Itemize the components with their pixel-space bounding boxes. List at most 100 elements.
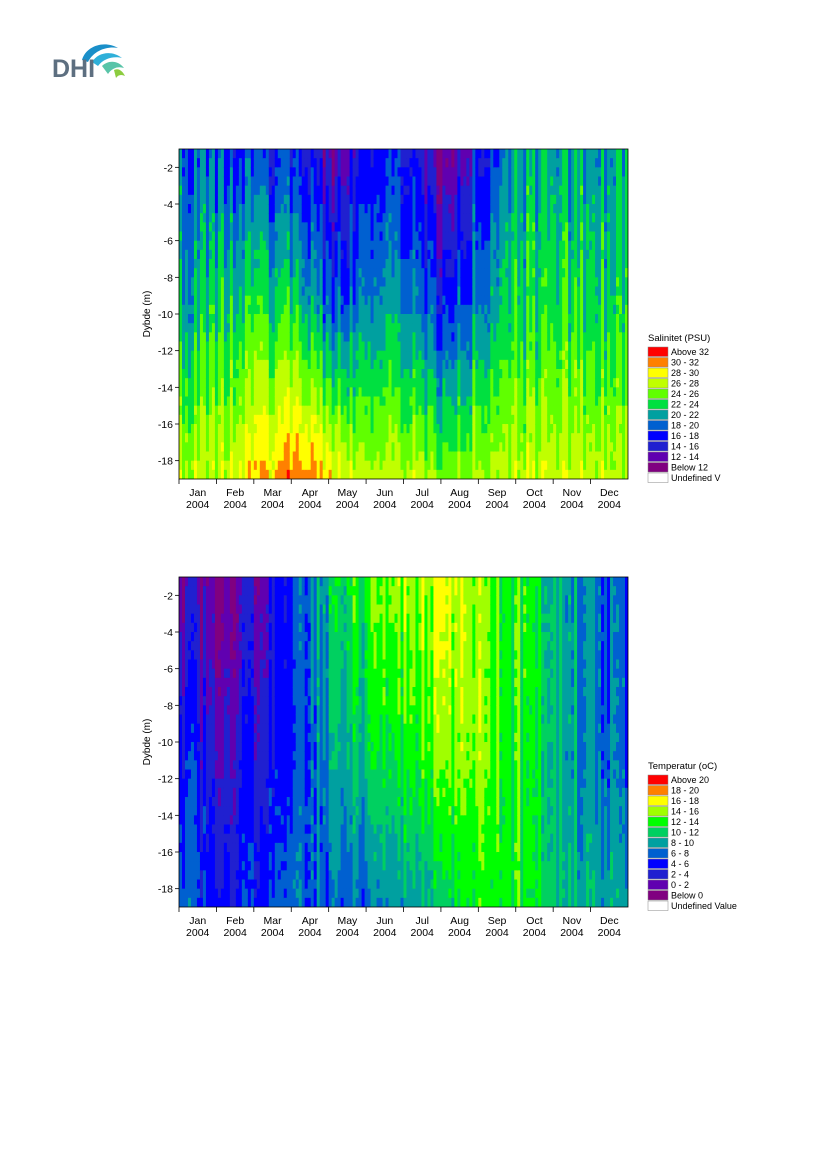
heatmap-cell — [532, 231, 536, 242]
heatmap-cell — [505, 286, 509, 297]
heatmap-cell — [259, 295, 264, 306]
heatmap-cell — [259, 268, 264, 278]
heatmap-cell — [382, 158, 387, 168]
heatmap-cell — [415, 194, 420, 205]
heatmap-cell — [370, 369, 375, 379]
heatmap-cell — [292, 451, 297, 462]
heatmap-cell — [325, 176, 330, 187]
heatmap-cell — [181, 369, 186, 379]
heatmap-cell — [463, 369, 467, 379]
heatmap-cell — [577, 369, 581, 379]
heatmap-cell — [577, 341, 581, 352]
heatmap-cell — [406, 231, 411, 242]
heatmap-cell — [460, 149, 464, 159]
heatmap-cell — [415, 359, 420, 370]
heatmap-cell — [466, 378, 470, 388]
heatmap-cell — [313, 222, 318, 233]
heatmap-cell — [274, 378, 279, 388]
heatmap-cell — [187, 194, 192, 205]
heatmap-cell — [265, 176, 270, 187]
heatmap-cell — [373, 424, 378, 434]
heatmap-cell — [220, 396, 225, 407]
heatmap-cell — [358, 332, 363, 343]
heatmap-cell — [346, 414, 351, 425]
heatmap-cell — [580, 149, 584, 159]
heatmap-cell — [286, 424, 291, 434]
heatmap-cell — [412, 350, 417, 361]
heatmap-cell — [556, 167, 560, 178]
heatmap-cell — [295, 149, 300, 159]
heatmap-cell — [304, 295, 309, 306]
heatmap-cell — [364, 149, 369, 159]
heatmap-cell — [484, 268, 488, 278]
heatmap-cell — [559, 424, 563, 434]
heatmap-cell — [301, 442, 306, 453]
heatmap-cell — [406, 332, 411, 343]
heatmap-cell — [535, 149, 539, 159]
heatmap-cell — [313, 167, 318, 178]
heatmap-cell — [499, 194, 503, 205]
heatmap-cell — [424, 213, 429, 223]
heatmap-cell — [202, 350, 207, 361]
heatmap-cell — [415, 405, 420, 416]
heatmap-cell — [223, 268, 228, 278]
heatmap-cell — [451, 240, 455, 251]
heatmap-cell — [376, 158, 381, 168]
heatmap-cell — [208, 442, 213, 453]
heatmap-cell — [271, 286, 276, 297]
heatmap-cell — [520, 176, 524, 187]
heatmap-cell — [301, 341, 306, 352]
heatmap-cell — [226, 341, 231, 352]
heatmap-cell — [418, 231, 423, 242]
heatmap-cell — [433, 295, 438, 306]
heatmap-cell — [445, 149, 449, 159]
heatmap-cell — [202, 314, 207, 324]
heatmap-cell — [199, 323, 204, 333]
heatmap-cell — [415, 213, 420, 223]
heatmap-cell — [502, 194, 506, 205]
heatmap-cell — [415, 158, 420, 168]
heatmap-cell — [472, 158, 476, 168]
heatmap-cell — [568, 176, 572, 187]
heatmap-cell — [499, 167, 503, 178]
heatmap-cell — [334, 387, 339, 398]
heatmap-cell — [268, 323, 273, 333]
heatmap-cell — [361, 405, 366, 416]
heatmap-cell — [196, 314, 201, 324]
heatmap-cell — [481, 194, 485, 205]
heatmap-cell — [358, 158, 363, 168]
heatmap-cell — [454, 231, 458, 242]
heatmap-cell — [511, 405, 515, 416]
heatmap-cell — [460, 424, 464, 434]
heatmap-cell — [289, 167, 294, 178]
heatmap-cell — [241, 350, 246, 361]
heatmap-cell — [211, 405, 216, 416]
heatmap-cell — [244, 460, 249, 471]
heatmap-cell — [466, 231, 470, 242]
heatmap-cell — [406, 396, 411, 407]
heatmap-cell — [238, 378, 243, 388]
heatmap-cell — [247, 414, 252, 425]
heatmap-cell — [316, 350, 321, 361]
heatmap-cell — [520, 369, 524, 379]
heatmap-cell — [565, 286, 569, 297]
heatmap-cell — [508, 268, 512, 278]
heatmap-cell — [541, 460, 545, 471]
heatmap-cell — [316, 314, 321, 324]
heatmap-cell — [184, 286, 189, 297]
heatmap-cell — [445, 249, 449, 260]
heatmap-cell — [313, 176, 318, 187]
heatmap-cell — [286, 268, 291, 278]
heatmap-cell — [370, 158, 375, 168]
heatmap-cell — [361, 149, 366, 159]
heatmap-cell — [217, 149, 222, 159]
heatmap-cell — [304, 240, 309, 251]
heatmap-cell — [481, 222, 485, 233]
heatmap-cell — [370, 469, 375, 479]
heatmap-cell — [514, 268, 518, 278]
heatmap-cell — [208, 213, 213, 223]
heatmap-cell — [337, 231, 342, 242]
heatmap-cell — [448, 213, 452, 223]
heatmap-cell — [448, 378, 452, 388]
heatmap-cell — [430, 460, 435, 471]
